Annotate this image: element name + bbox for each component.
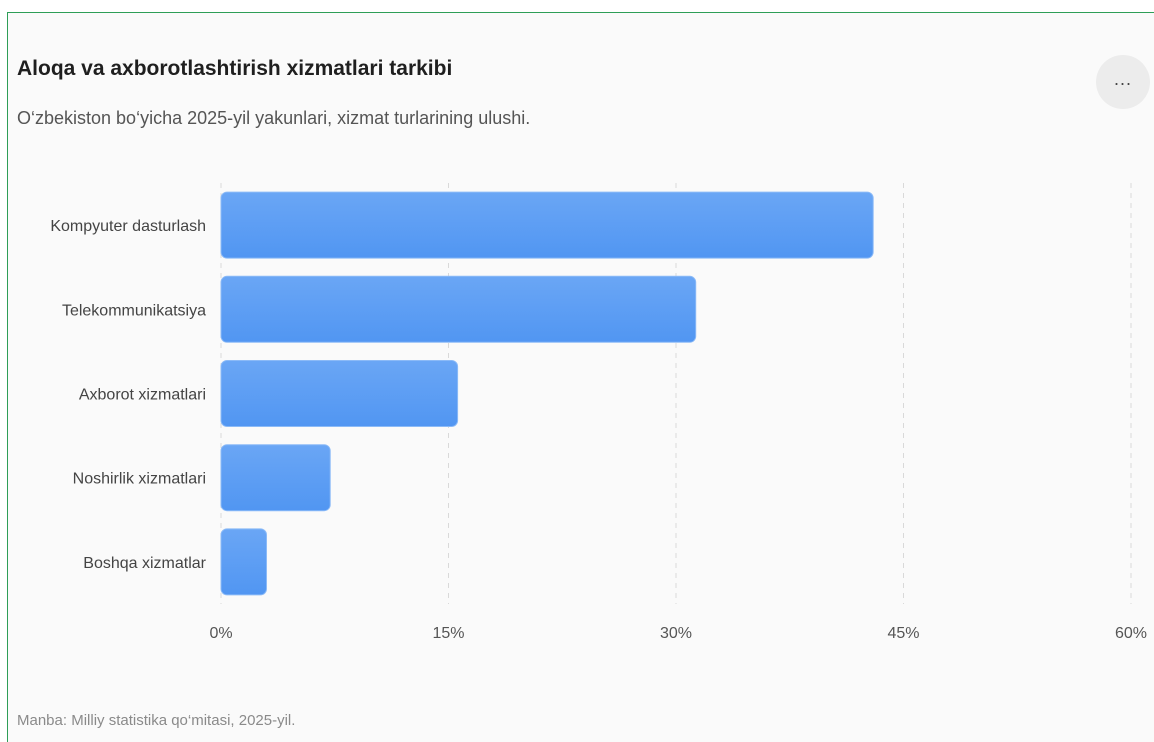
chart-card: Aloqa va axborotlashtirish xizmatlari ta…: [7, 12, 1154, 742]
bars: [220, 191, 874, 596]
bar-telekommunikatsiya: [220, 275, 697, 343]
chart-subtitle: O‘zbekiston bo‘yicha 2025-yil yakunlari,…: [17, 108, 531, 128]
bar-noshirlik-xizmatlari: [220, 444, 331, 512]
category-label: Noshirlik xizmatlari: [73, 471, 206, 488]
x-tick-label: 15%: [432, 625, 464, 642]
category-labels: Kompyuter dasturlash Telekommunikatsiya Ax…: [50, 218, 206, 572]
category-label: Boshqa xizmatlar: [83, 555, 206, 572]
x-tick-label: 60%: [1115, 625, 1147, 642]
more-options-button[interactable]: ...: [1096, 55, 1150, 109]
x-tick-label: 30%: [660, 625, 692, 642]
bar-boshqa-xizmatlar: [220, 528, 267, 596]
bar-kompyuter-dasturlash: [220, 191, 874, 259]
x-tick-label: 0%: [209, 625, 232, 642]
bar-axborot-xizmatlari: [220, 360, 459, 427]
chart-title: Aloqa va axborotlashtirish xizmatlari ta…: [17, 57, 453, 80]
category-label: Kompyuter dasturlash: [50, 218, 206, 235]
category-label: Axborot xizmatlari: [79, 387, 206, 404]
x-axis-tick-labels: 0% 15% 30% 45% 60%: [209, 625, 1147, 642]
x-tick-label: 45%: [887, 625, 919, 642]
source-note: Manba: Milliy statistika qo‘mitasi, 2025…: [17, 712, 296, 729]
category-label: Telekommunikatsiya: [62, 302, 206, 319]
ellipsis-icon: ...: [1113, 69, 1132, 89]
